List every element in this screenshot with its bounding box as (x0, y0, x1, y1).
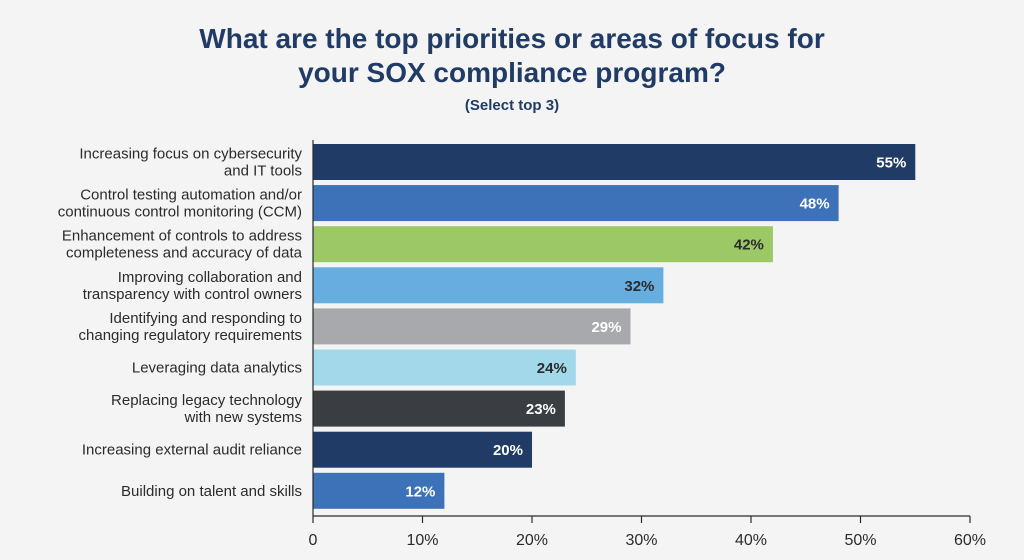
category-label-line: Enhancement of controls to address (62, 228, 302, 245)
bar-6 (313, 349, 576, 386)
category-label-line: Control testing automation and/or (80, 187, 302, 204)
x-tick-label-0: 0 (309, 532, 318, 549)
category-label-line: Improving collaboration and (118, 269, 302, 286)
category-label-6: Leveraging data analytics (132, 360, 302, 377)
x-tick-label-60: 60% (954, 532, 986, 549)
bar-9 (313, 472, 445, 509)
value-label-4: 32% (624, 278, 654, 295)
value-label-7: 23% (526, 401, 556, 418)
bar-4 (313, 267, 664, 304)
category-label-2: Control testing automation and/or continu… (58, 187, 302, 221)
value-label-5: 29% (591, 319, 621, 336)
category-label-5: Identifying and responding to changing re… (79, 310, 302, 344)
category-label-line: Increasing focus on cybersecurity (79, 146, 302, 163)
category-label-line: with new systems (183, 409, 302, 426)
chart-title: What are the top priorities or areas of … (0, 22, 1024, 90)
category-label-8: Increasing external audit reliance (82, 442, 302, 459)
category-label-line: transparency with control owners (83, 286, 302, 303)
value-label-3: 42% (734, 237, 764, 254)
value-label-9: 12% (405, 483, 435, 500)
category-label-1: Increasing focus on cybersecurity and IT … (79, 146, 302, 180)
bar-3 (313, 226, 773, 263)
category-label-line: changing regulatory requirements (79, 327, 302, 344)
category-label-line: completeness and accuracy of data (66, 245, 303, 262)
value-label-8: 20% (493, 442, 523, 459)
value-label-2: 48% (800, 196, 830, 213)
x-tick-label-20: 20% (516, 532, 548, 549)
category-label-7: Replacing legacy technology with new syst… (111, 392, 302, 426)
category-label-line: Building on talent and skills (121, 483, 302, 500)
x-tick-label-10: 10% (406, 532, 438, 549)
bar-2 (313, 185, 839, 222)
category-label-3: Enhancement of controls to address comple… (62, 228, 303, 262)
chart-title-line-1: What are the top priorities or areas of … (199, 23, 825, 54)
bar-8 (313, 431, 532, 468)
chart-subtitle: (Select top 3) (464, 97, 560, 114)
bar-5 (313, 308, 631, 345)
x-tick-label-40: 40% (735, 532, 767, 549)
x-tick-label-50: 50% (844, 532, 876, 549)
category-label-line: Increasing external audit reliance (82, 442, 302, 459)
category-label-line: continuous control monitoring (CCM) (58, 204, 302, 221)
category-label-4: Improving collaboration and transparency … (83, 269, 302, 303)
value-label-1: 55% (876, 155, 906, 172)
category-label-line: Replacing legacy technology (111, 392, 302, 409)
category-label-9: Building on talent and skills (121, 483, 302, 500)
category-label-line: and IT tools (224, 163, 302, 180)
chart-title-line-2: your SOX compliance program? (298, 57, 726, 88)
category-label-line: Identifying and responding to (109, 310, 302, 327)
bar-7 (313, 390, 565, 427)
category-label-line: Leveraging data analytics (132, 360, 302, 377)
x-tick-label-30: 30% (625, 532, 657, 549)
value-label-6: 24% (537, 360, 567, 377)
bar-1 (313, 144, 916, 180)
